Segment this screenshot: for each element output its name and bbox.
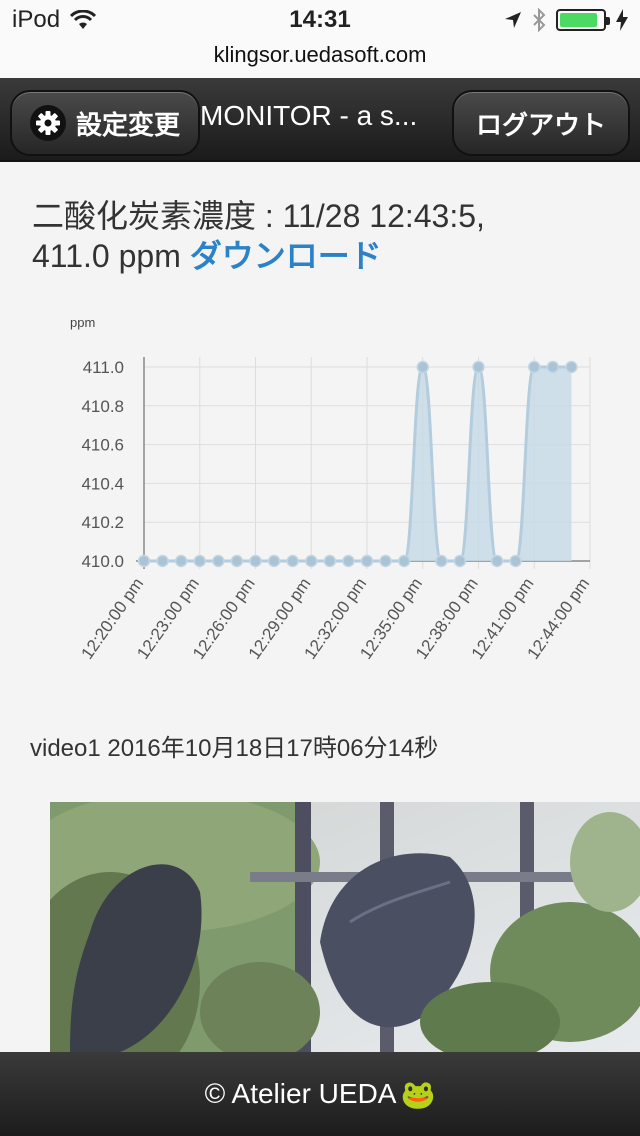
data-point xyxy=(267,554,281,568)
status-right xyxy=(504,8,628,32)
frog-emoji-icon: 🐸 xyxy=(400,1078,436,1110)
y-tick-label: 410.6 xyxy=(81,436,124,455)
data-point xyxy=(435,554,448,568)
carrier-label: iPod xyxy=(12,6,61,33)
y-tick-label: 410.0 xyxy=(81,552,124,571)
charging-bolt-icon xyxy=(616,9,628,31)
download-link[interactable]: ダウンロード xyxy=(189,238,382,274)
data-point xyxy=(416,360,429,374)
data-point xyxy=(230,554,244,568)
data-point xyxy=(360,554,374,568)
battery-icon xyxy=(556,9,610,31)
footer-copyright: © Atelier UEDA xyxy=(204,1078,397,1109)
data-point xyxy=(286,554,299,568)
data-point xyxy=(137,554,151,568)
series-area xyxy=(144,367,572,561)
data-point xyxy=(509,554,522,568)
y-tick-label: 411.0 xyxy=(83,358,124,377)
video-snapshot[interactable] xyxy=(50,802,640,1052)
data-point xyxy=(212,554,225,568)
data-point xyxy=(323,554,337,568)
y-tick-label: 410.8 xyxy=(81,397,124,416)
data-point xyxy=(453,554,467,568)
data-point xyxy=(397,554,411,568)
data-point xyxy=(565,360,578,374)
y-tick-label: 410.4 xyxy=(81,474,124,493)
data-point xyxy=(249,554,262,568)
logout-button-label: ログアウト xyxy=(475,109,606,140)
bluetooth-icon xyxy=(533,8,546,32)
footer: © Atelier UEDA 🐸 xyxy=(0,1052,640,1136)
co2-chart: ppm411.0410.8410.6410.4410.2410.012:20:0… xyxy=(70,315,593,663)
location-arrow-icon xyxy=(505,12,521,28)
y-axis-label: ppm xyxy=(70,315,95,330)
co2-label: 二酸化炭素濃度 : 11/28 12:43:5, xyxy=(32,198,485,234)
page-title: MONITOR - a s... xyxy=(200,100,418,131)
data-point xyxy=(528,360,541,374)
data-point xyxy=(490,554,504,568)
data-point xyxy=(546,360,560,374)
series-line xyxy=(144,365,572,563)
wifi-icon xyxy=(70,10,97,29)
co2-heading: 二酸化炭素濃度 : 11/28 12:43:5, 411.0 ppm ダウンロー… xyxy=(32,196,612,276)
status-left: iPod xyxy=(12,6,97,34)
data-point xyxy=(305,554,318,568)
gear-icon xyxy=(29,105,66,141)
data-point xyxy=(156,554,169,568)
status-bar: iPod 14:31 xyxy=(0,0,640,40)
video-caption: video1 2016年10月18日17時06分14秒 xyxy=(30,735,439,762)
app-header: MONITOR - a s... 設定変更 ログアウト xyxy=(0,78,640,162)
data-point xyxy=(174,554,188,568)
data-point xyxy=(379,554,392,568)
status-time: 14:31 xyxy=(289,6,351,33)
url-bar[interactable]: klingsor.uedasoft.com xyxy=(0,40,640,78)
logout-button[interactable]: ログアウト xyxy=(452,90,630,156)
settings-button-label: 設定変更 xyxy=(75,109,180,140)
co2-value: 411.0 ppm xyxy=(32,238,181,274)
data-point xyxy=(342,554,355,568)
settings-button[interactable]: 設定変更 xyxy=(10,90,200,156)
y-tick-label: 410.2 xyxy=(81,513,124,532)
data-point xyxy=(193,554,206,568)
data-point xyxy=(472,360,485,374)
